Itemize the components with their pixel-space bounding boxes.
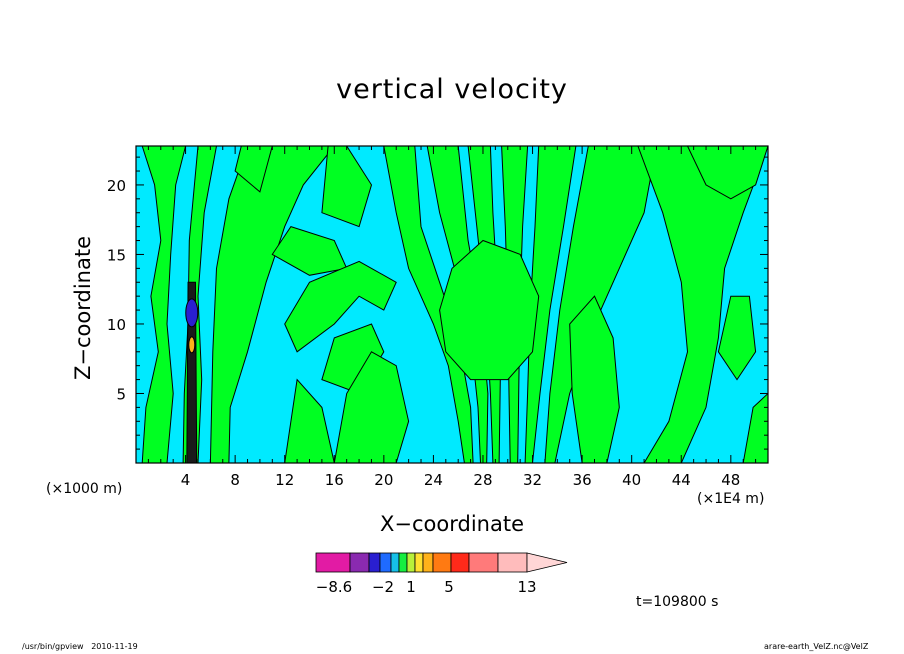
core-updraft bbox=[186, 281, 198, 463]
updraft-core bbox=[188, 336, 196, 354]
x-tick-label: 44 bbox=[672, 471, 691, 489]
chart-title: vertical velocity bbox=[336, 74, 568, 105]
time-label: t=109800 s bbox=[636, 594, 719, 610]
x-tick-label: 32 bbox=[523, 471, 542, 489]
colorbar-segment bbox=[450, 552, 470, 573]
downdraft-core bbox=[185, 298, 199, 328]
x-tick-label: 48 bbox=[721, 471, 740, 489]
positive-contour bbox=[271, 226, 348, 276]
y-tick-label: 10 bbox=[107, 316, 126, 334]
x-axis-label: X−coordinate bbox=[380, 512, 524, 536]
y-tick-label: 15 bbox=[107, 246, 126, 264]
contour-field bbox=[136, 146, 768, 463]
positive-contour bbox=[439, 239, 540, 381]
colorbar-segment bbox=[406, 552, 416, 573]
colorbar-label: 1 bbox=[406, 578, 416, 596]
colorbar-label: −8.6 bbox=[316, 578, 352, 596]
positive-contour bbox=[383, 146, 474, 463]
positive-contour bbox=[742, 392, 768, 463]
positive-contour bbox=[284, 260, 397, 353]
colorbar-segment bbox=[497, 552, 528, 573]
colorbar-segment bbox=[468, 552, 499, 573]
colorbar-label: −2 bbox=[372, 578, 394, 596]
colorbar-segment bbox=[390, 552, 400, 573]
positive-contour bbox=[141, 146, 187, 463]
colorbar-segment bbox=[422, 552, 434, 573]
x-scale-note: (×1E4 m) bbox=[697, 491, 765, 507]
x-tick-label: 16 bbox=[325, 471, 344, 489]
colorbar-label: 13 bbox=[517, 578, 536, 596]
x-tick-label: 8 bbox=[230, 471, 240, 489]
footer-program: /usr/bin/gpview 2010-11-19 bbox=[22, 642, 138, 651]
x-unit-note: (×1000 m) bbox=[46, 481, 123, 497]
y-tick-label: 5 bbox=[116, 385, 126, 403]
positive-contour bbox=[686, 146, 768, 200]
colorbar-segment bbox=[349, 552, 370, 573]
positive-contour bbox=[284, 378, 335, 463]
plot-frame bbox=[135, 145, 769, 464]
positive-contour bbox=[209, 146, 335, 463]
colorbar-segment bbox=[379, 552, 392, 573]
positive-contour bbox=[333, 351, 410, 463]
positive-contour bbox=[717, 295, 757, 381]
colorbar-arrow bbox=[526, 552, 568, 573]
colorbar-segment bbox=[414, 552, 424, 573]
colorbar-segment bbox=[432, 552, 452, 573]
x-tick-label: 40 bbox=[622, 471, 641, 489]
footer-file: arare-earth_VelZ.nc@VelZ bbox=[764, 642, 869, 651]
colorbar-label: 5 bbox=[444, 578, 454, 596]
positive-contour bbox=[321, 146, 373, 228]
x-tick-label: 28 bbox=[473, 471, 492, 489]
x-tick-label: 36 bbox=[573, 471, 592, 489]
positive-contour bbox=[569, 295, 620, 463]
colorbar-segment bbox=[398, 552, 408, 573]
y-tick-label: 20 bbox=[107, 177, 126, 195]
colorbar-segment bbox=[315, 552, 351, 573]
x-tick-label: 20 bbox=[374, 471, 393, 489]
positive-contour bbox=[234, 146, 273, 193]
colorbar: −8.6 −2 1 5 13 bbox=[315, 552, 568, 596]
x-tick-label: 24 bbox=[424, 471, 443, 489]
x-tick-label: 4 bbox=[181, 471, 191, 489]
y-axis-label: Z−coordinate bbox=[71, 236, 95, 380]
x-tick-label: 12 bbox=[275, 471, 294, 489]
colorbar-segment bbox=[368, 552, 381, 573]
positive-contour bbox=[637, 146, 768, 463]
